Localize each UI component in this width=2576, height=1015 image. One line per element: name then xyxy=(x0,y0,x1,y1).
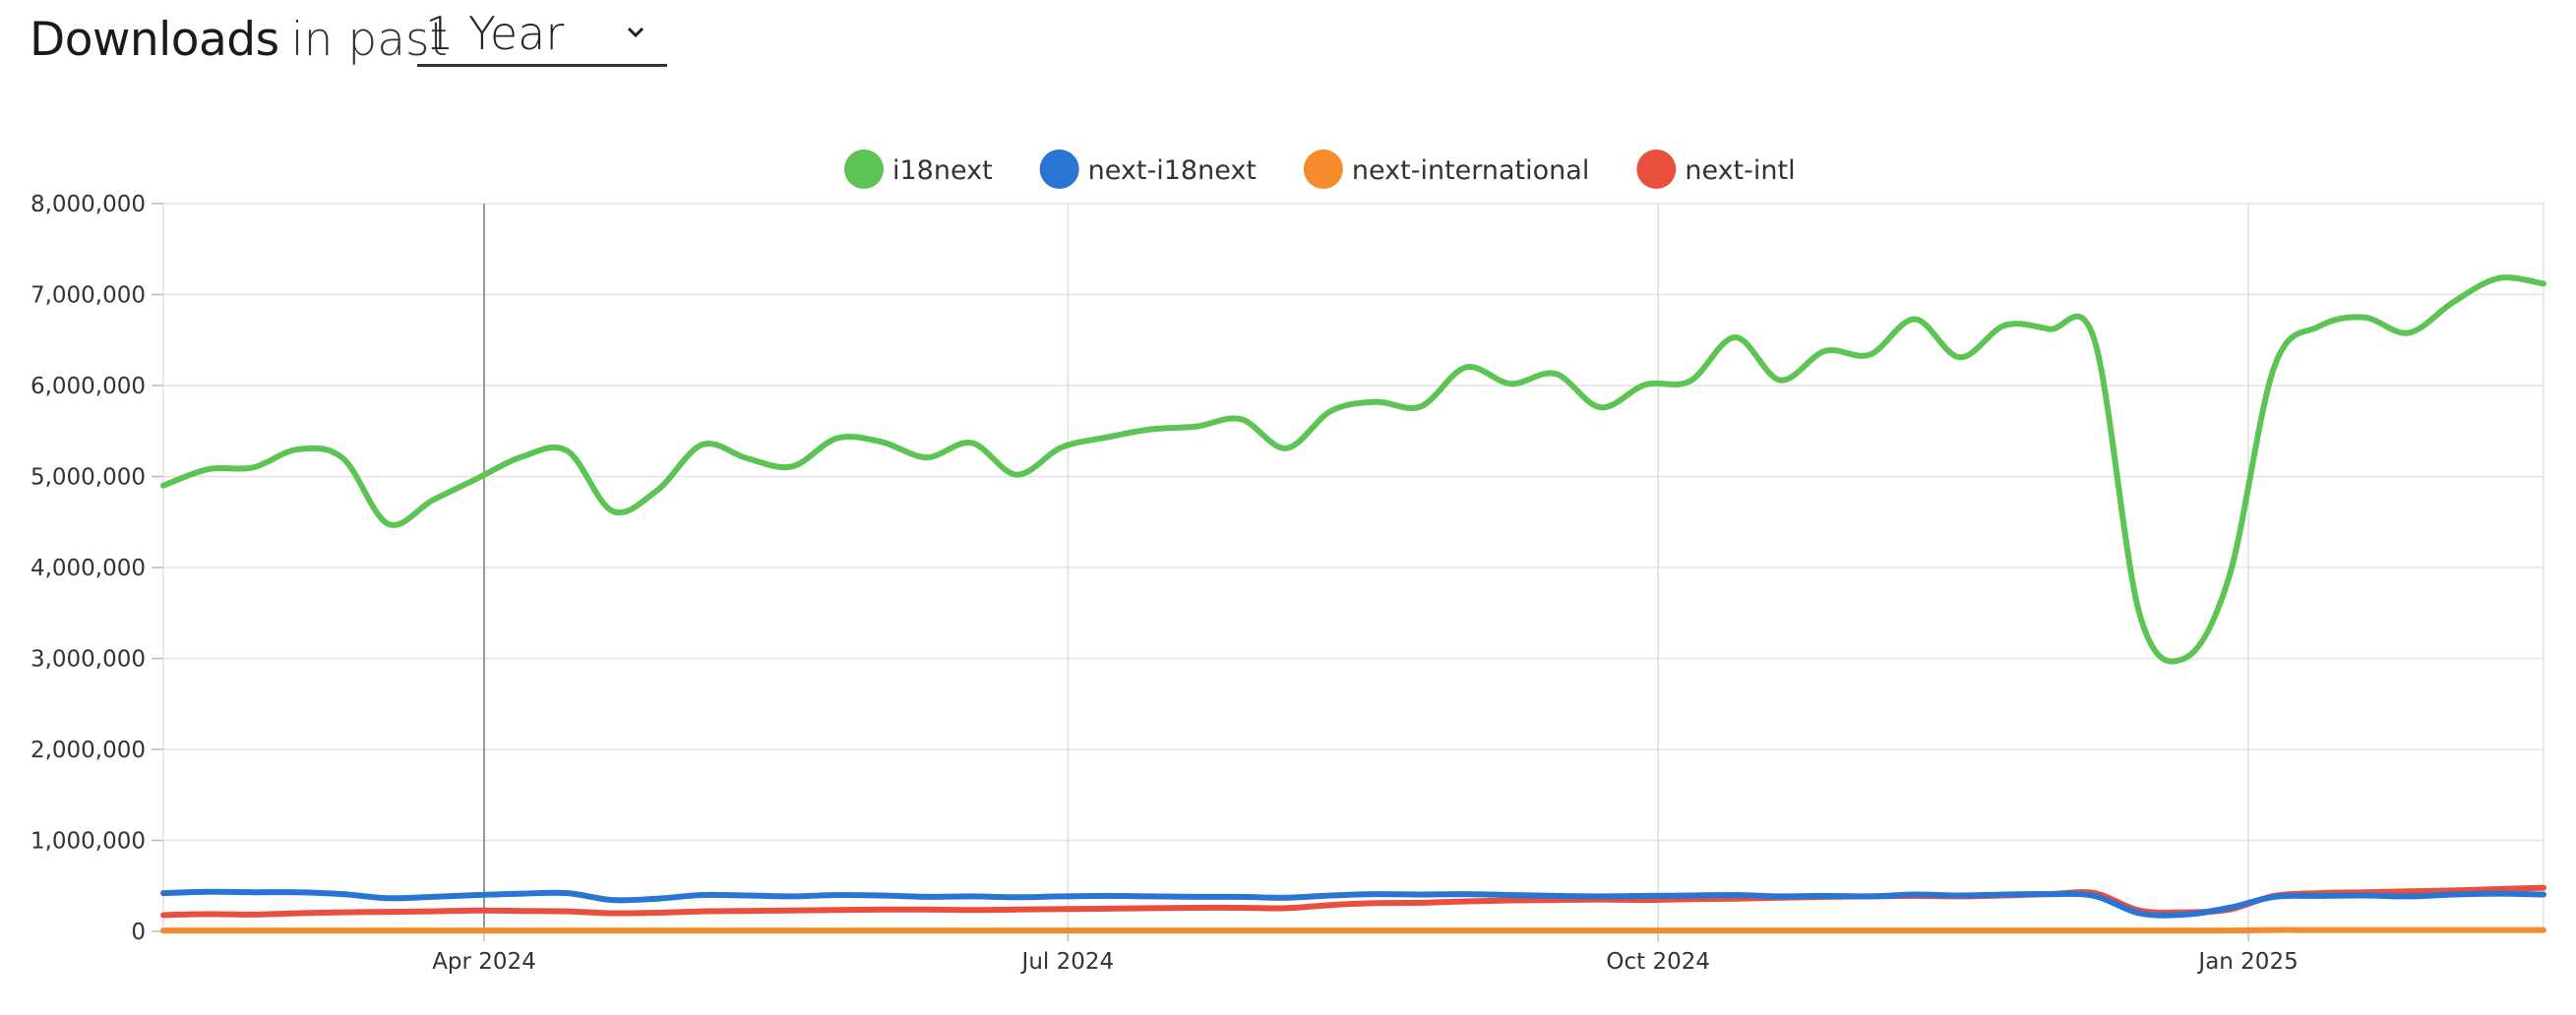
x-tick-label: Oct 2024 xyxy=(1606,949,1710,975)
series-lines xyxy=(160,274,2546,934)
legend-label-next-intl: next-intl xyxy=(1685,155,1795,186)
grid xyxy=(162,203,2545,932)
x-tick-label: Jan 2025 xyxy=(2196,949,2298,975)
y-tick-label: 2,000,000 xyxy=(31,738,146,763)
period-select-value: 1 Year xyxy=(425,6,565,60)
in-past-label: in past xyxy=(290,12,448,67)
y-tick-label: 3,000,000 xyxy=(31,647,146,673)
x-axis: Apr 2024 Jul 2024 Oct 2024 Jan 2025 xyxy=(432,931,2299,975)
y-tick-label: 7,000,000 xyxy=(31,283,146,309)
series-line-next-i18next xyxy=(160,888,2546,919)
y-tick-label: 5,000,000 xyxy=(31,465,146,491)
y-axis: 0 1,000,000 2,000,000 3,000,000 4,000,000 5,0… xyxy=(31,192,163,945)
y-tick-label: 4,000,000 xyxy=(31,556,146,581)
legend-swatch-next-i18next xyxy=(1039,149,1079,189)
period-select[interactable]: 1 Year xyxy=(417,2,667,67)
chevron-down-icon xyxy=(627,27,644,38)
series-line-next-international xyxy=(160,926,2546,934)
downloads-title: Downloads xyxy=(30,12,279,67)
y-tick-label: 1,000,000 xyxy=(31,829,146,855)
legend-swatch-next-intl xyxy=(1636,149,1677,189)
x-tick-label: Apr 2024 xyxy=(432,949,536,975)
y-tick-label: 0 xyxy=(131,920,146,945)
legend-swatch-i18next xyxy=(844,149,884,189)
legend-label-next-international: next-international xyxy=(1352,155,1589,186)
series-line-i18next xyxy=(160,274,2546,665)
chart-header: Downloads in past xyxy=(30,0,448,79)
x-tick-label: Jul 2024 xyxy=(1020,949,1115,975)
legend: i18next next-i18next next-international nex… xyxy=(844,149,1796,189)
legend-label-next-i18next: next-i18next xyxy=(1088,155,1257,186)
y-tick-label: 8,000,000 xyxy=(31,192,146,217)
y-tick-label: 6,000,000 xyxy=(31,374,146,399)
legend-label-i18next: i18next xyxy=(892,155,993,186)
legend-swatch-next-international xyxy=(1303,149,1343,189)
